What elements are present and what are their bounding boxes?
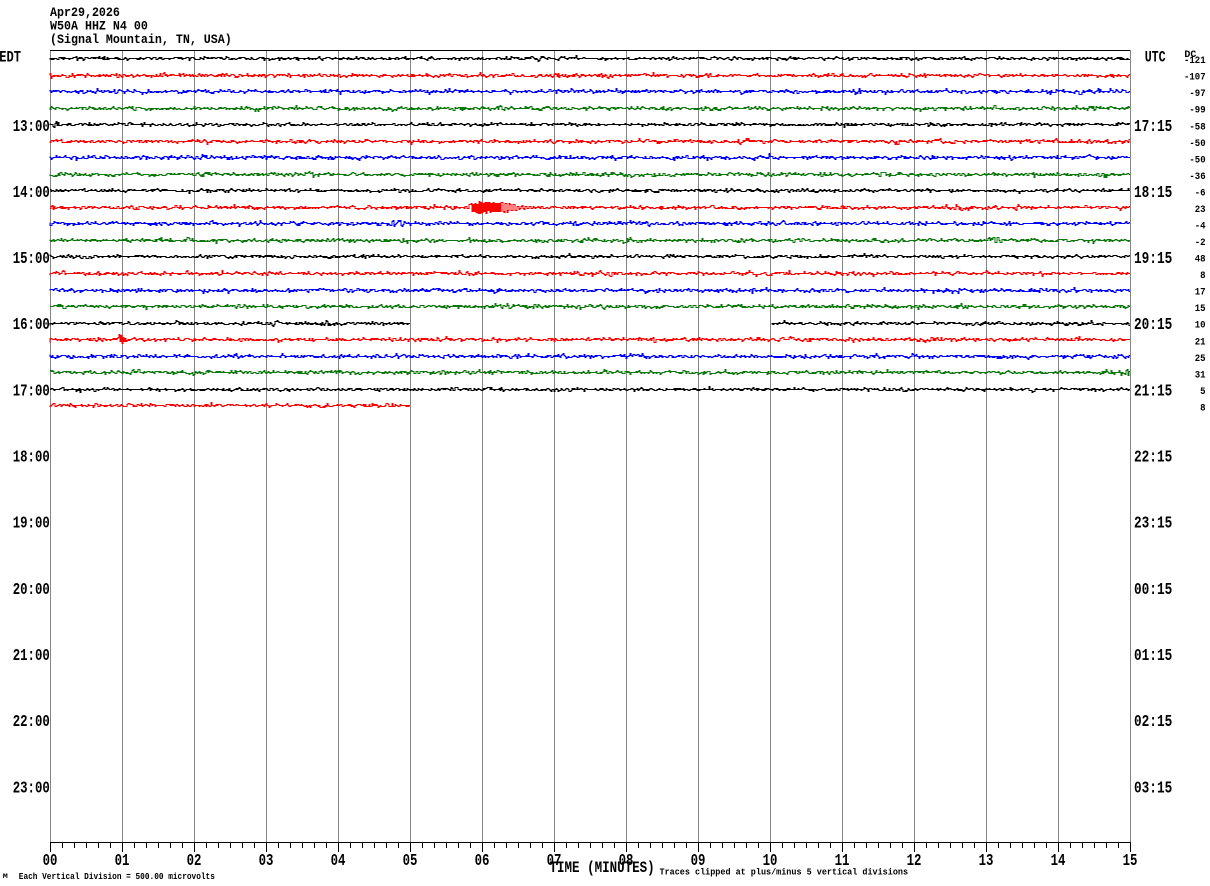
svg-text:Each Vertical Division = 500.: Each Vertical Division = 500.00 microvol… xyxy=(19,871,215,882)
svg-text:12: 12 xyxy=(907,852,922,870)
svg-text:18:15: 18:15 xyxy=(1134,182,1172,202)
svg-text:-99: -99 xyxy=(1189,104,1205,116)
svg-text:-6: -6 xyxy=(1195,187,1206,199)
svg-text:DC: DC xyxy=(1184,49,1196,61)
svg-text:20:15: 20:15 xyxy=(1134,315,1172,335)
svg-text:02: 02 xyxy=(187,852,202,870)
svg-text:15: 15 xyxy=(1195,303,1206,315)
svg-text:(Signal Mountain, TN, USA): (Signal Mountain, TN, USA) xyxy=(50,32,232,47)
svg-text:22:00: 22:00 xyxy=(13,714,50,732)
svg-text:17:00: 17:00 xyxy=(13,383,50,401)
svg-text:-50: -50 xyxy=(1189,137,1205,149)
svg-text:TIME (MINUTES): TIME (MINUTES) xyxy=(550,860,655,878)
svg-text:20:00: 20:00 xyxy=(13,581,50,599)
svg-text:EDT: EDT xyxy=(0,49,21,67)
svg-text:03:15: 03:15 xyxy=(1134,778,1172,798)
svg-text:Traces clipped at plus/minus 5: Traces clipped at plus/minus 5 vertical … xyxy=(660,867,909,878)
svg-text:-97: -97 xyxy=(1189,88,1205,100)
svg-text:-4: -4 xyxy=(1195,220,1206,232)
svg-text:25: 25 xyxy=(1195,352,1206,364)
svg-text:00:15: 00:15 xyxy=(1134,579,1172,599)
svg-text:01: 01 xyxy=(115,852,130,870)
svg-text:14:00: 14:00 xyxy=(13,184,50,202)
svg-text:09: 09 xyxy=(691,852,706,870)
svg-text:M: M xyxy=(3,874,9,881)
svg-text:14: 14 xyxy=(1051,852,1066,870)
svg-text:21:00: 21:00 xyxy=(13,647,50,665)
svg-text:8: 8 xyxy=(1200,402,1206,414)
svg-text:31: 31 xyxy=(1195,369,1206,381)
svg-text:05: 05 xyxy=(403,852,418,870)
svg-text:11: 11 xyxy=(835,852,850,870)
svg-text:Apr29,2026: Apr29,2026 xyxy=(50,5,120,20)
svg-text:08: 08 xyxy=(619,852,634,870)
svg-text:07: 07 xyxy=(547,852,562,870)
svg-text:16:00: 16:00 xyxy=(13,317,50,335)
svg-text:-121: -121 xyxy=(1184,55,1206,67)
svg-text:13: 13 xyxy=(979,852,994,870)
svg-text:W50A HHZ N4 00: W50A HHZ N4 00 xyxy=(50,19,148,34)
svg-text:5: 5 xyxy=(1200,385,1206,397)
svg-text:23: 23 xyxy=(1195,203,1206,215)
svg-text:-36: -36 xyxy=(1189,170,1205,182)
svg-text:17:15: 17:15 xyxy=(1134,116,1172,136)
svg-text:02:15: 02:15 xyxy=(1134,711,1172,731)
svg-text:04: 04 xyxy=(331,852,346,870)
svg-text:00: 00 xyxy=(43,852,58,870)
svg-text:21:15: 21:15 xyxy=(1134,381,1172,401)
svg-text:17: 17 xyxy=(1195,286,1206,298)
svg-text:03: 03 xyxy=(259,852,274,870)
svg-text:06: 06 xyxy=(475,852,490,870)
svg-text:UTC: UTC xyxy=(1145,50,1166,67)
svg-text:13:00: 13:00 xyxy=(13,118,50,136)
svg-text:18:00: 18:00 xyxy=(13,449,50,467)
svg-text:22:15: 22:15 xyxy=(1134,447,1172,467)
svg-text:15:00: 15:00 xyxy=(13,250,50,268)
svg-text:19:15: 19:15 xyxy=(1134,248,1172,268)
svg-text:23:15: 23:15 xyxy=(1134,513,1172,533)
svg-text:10: 10 xyxy=(763,852,778,870)
svg-text:-2: -2 xyxy=(1195,236,1206,248)
svg-text:21: 21 xyxy=(1195,336,1206,348)
svg-text:-50: -50 xyxy=(1189,154,1205,166)
svg-text:19:00: 19:00 xyxy=(13,515,50,533)
svg-text:48: 48 xyxy=(1195,253,1206,265)
svg-text:01:15: 01:15 xyxy=(1134,645,1172,665)
svg-text:-58: -58 xyxy=(1189,121,1205,133)
svg-text:8: 8 xyxy=(1200,270,1206,282)
svg-text:15: 15 xyxy=(1123,852,1138,870)
svg-text:23:00: 23:00 xyxy=(13,780,50,798)
svg-text:-107: -107 xyxy=(1184,71,1206,83)
svg-text:10: 10 xyxy=(1195,319,1206,331)
